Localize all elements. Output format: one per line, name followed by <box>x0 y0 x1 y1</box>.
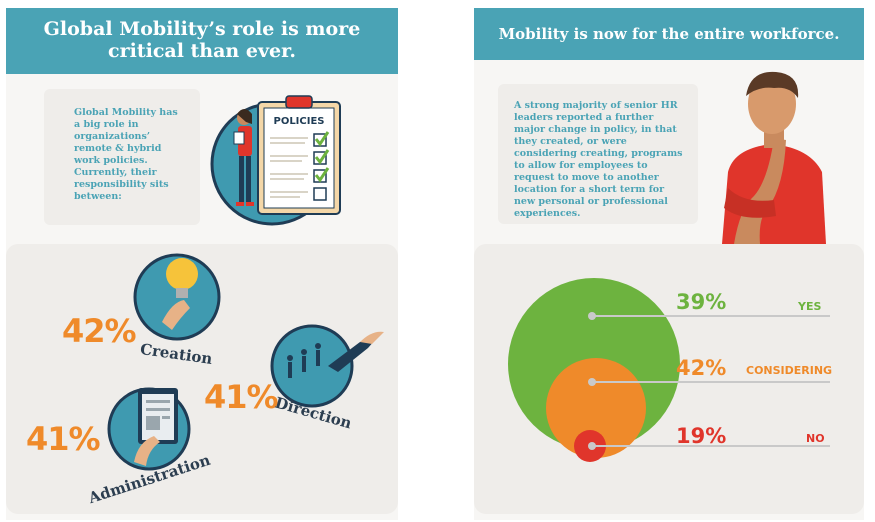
considering-value: 42% <box>676 356 727 380</box>
no-label: NO <box>806 432 825 445</box>
yes-value: 39% <box>676 290 727 314</box>
left-title-banner: Global Mobility’s role is more critical … <box>6 8 398 74</box>
right-intro-card: A strong majority of senior HR leaders r… <box>498 84 698 224</box>
left-title: Global Mobility’s role is more critical … <box>43 18 361 62</box>
right-title-banner: Mobility is now for the entire workforce… <box>474 8 864 60</box>
left-intro-text: Global Mobility has a big role in organi… <box>74 107 178 202</box>
policies-illustration: POLICIES <box>210 84 350 234</box>
clipboard-hand-icon <box>104 384 194 474</box>
leader-dot-no <box>588 442 596 450</box>
running-people-icon <box>268 318 388 408</box>
stat-direction-value: 41% <box>204 378 279 416</box>
response-nested-circle-chart <box>508 278 830 462</box>
yes-label: YES <box>798 300 822 313</box>
stat-administration-value: 41% <box>26 420 101 458</box>
lightbulb-icon <box>132 252 222 342</box>
no-value: 19% <box>676 424 727 448</box>
left-intro-card: Global Mobility has a big role in organi… <box>44 89 200 225</box>
leader-dot-considering <box>588 378 596 386</box>
stat-creation-value: 42% <box>62 312 137 350</box>
right-title: Mobility is now for the entire workforce… <box>498 25 840 43</box>
policies-label: POLICIES <box>273 116 324 127</box>
thinking-man-illustration <box>714 68 834 244</box>
considering-label: CONSIDERING <box>746 364 833 377</box>
right-intro-text: A strong majority of senior HR leaders r… <box>514 100 683 219</box>
leader-dot-yes <box>588 312 596 320</box>
